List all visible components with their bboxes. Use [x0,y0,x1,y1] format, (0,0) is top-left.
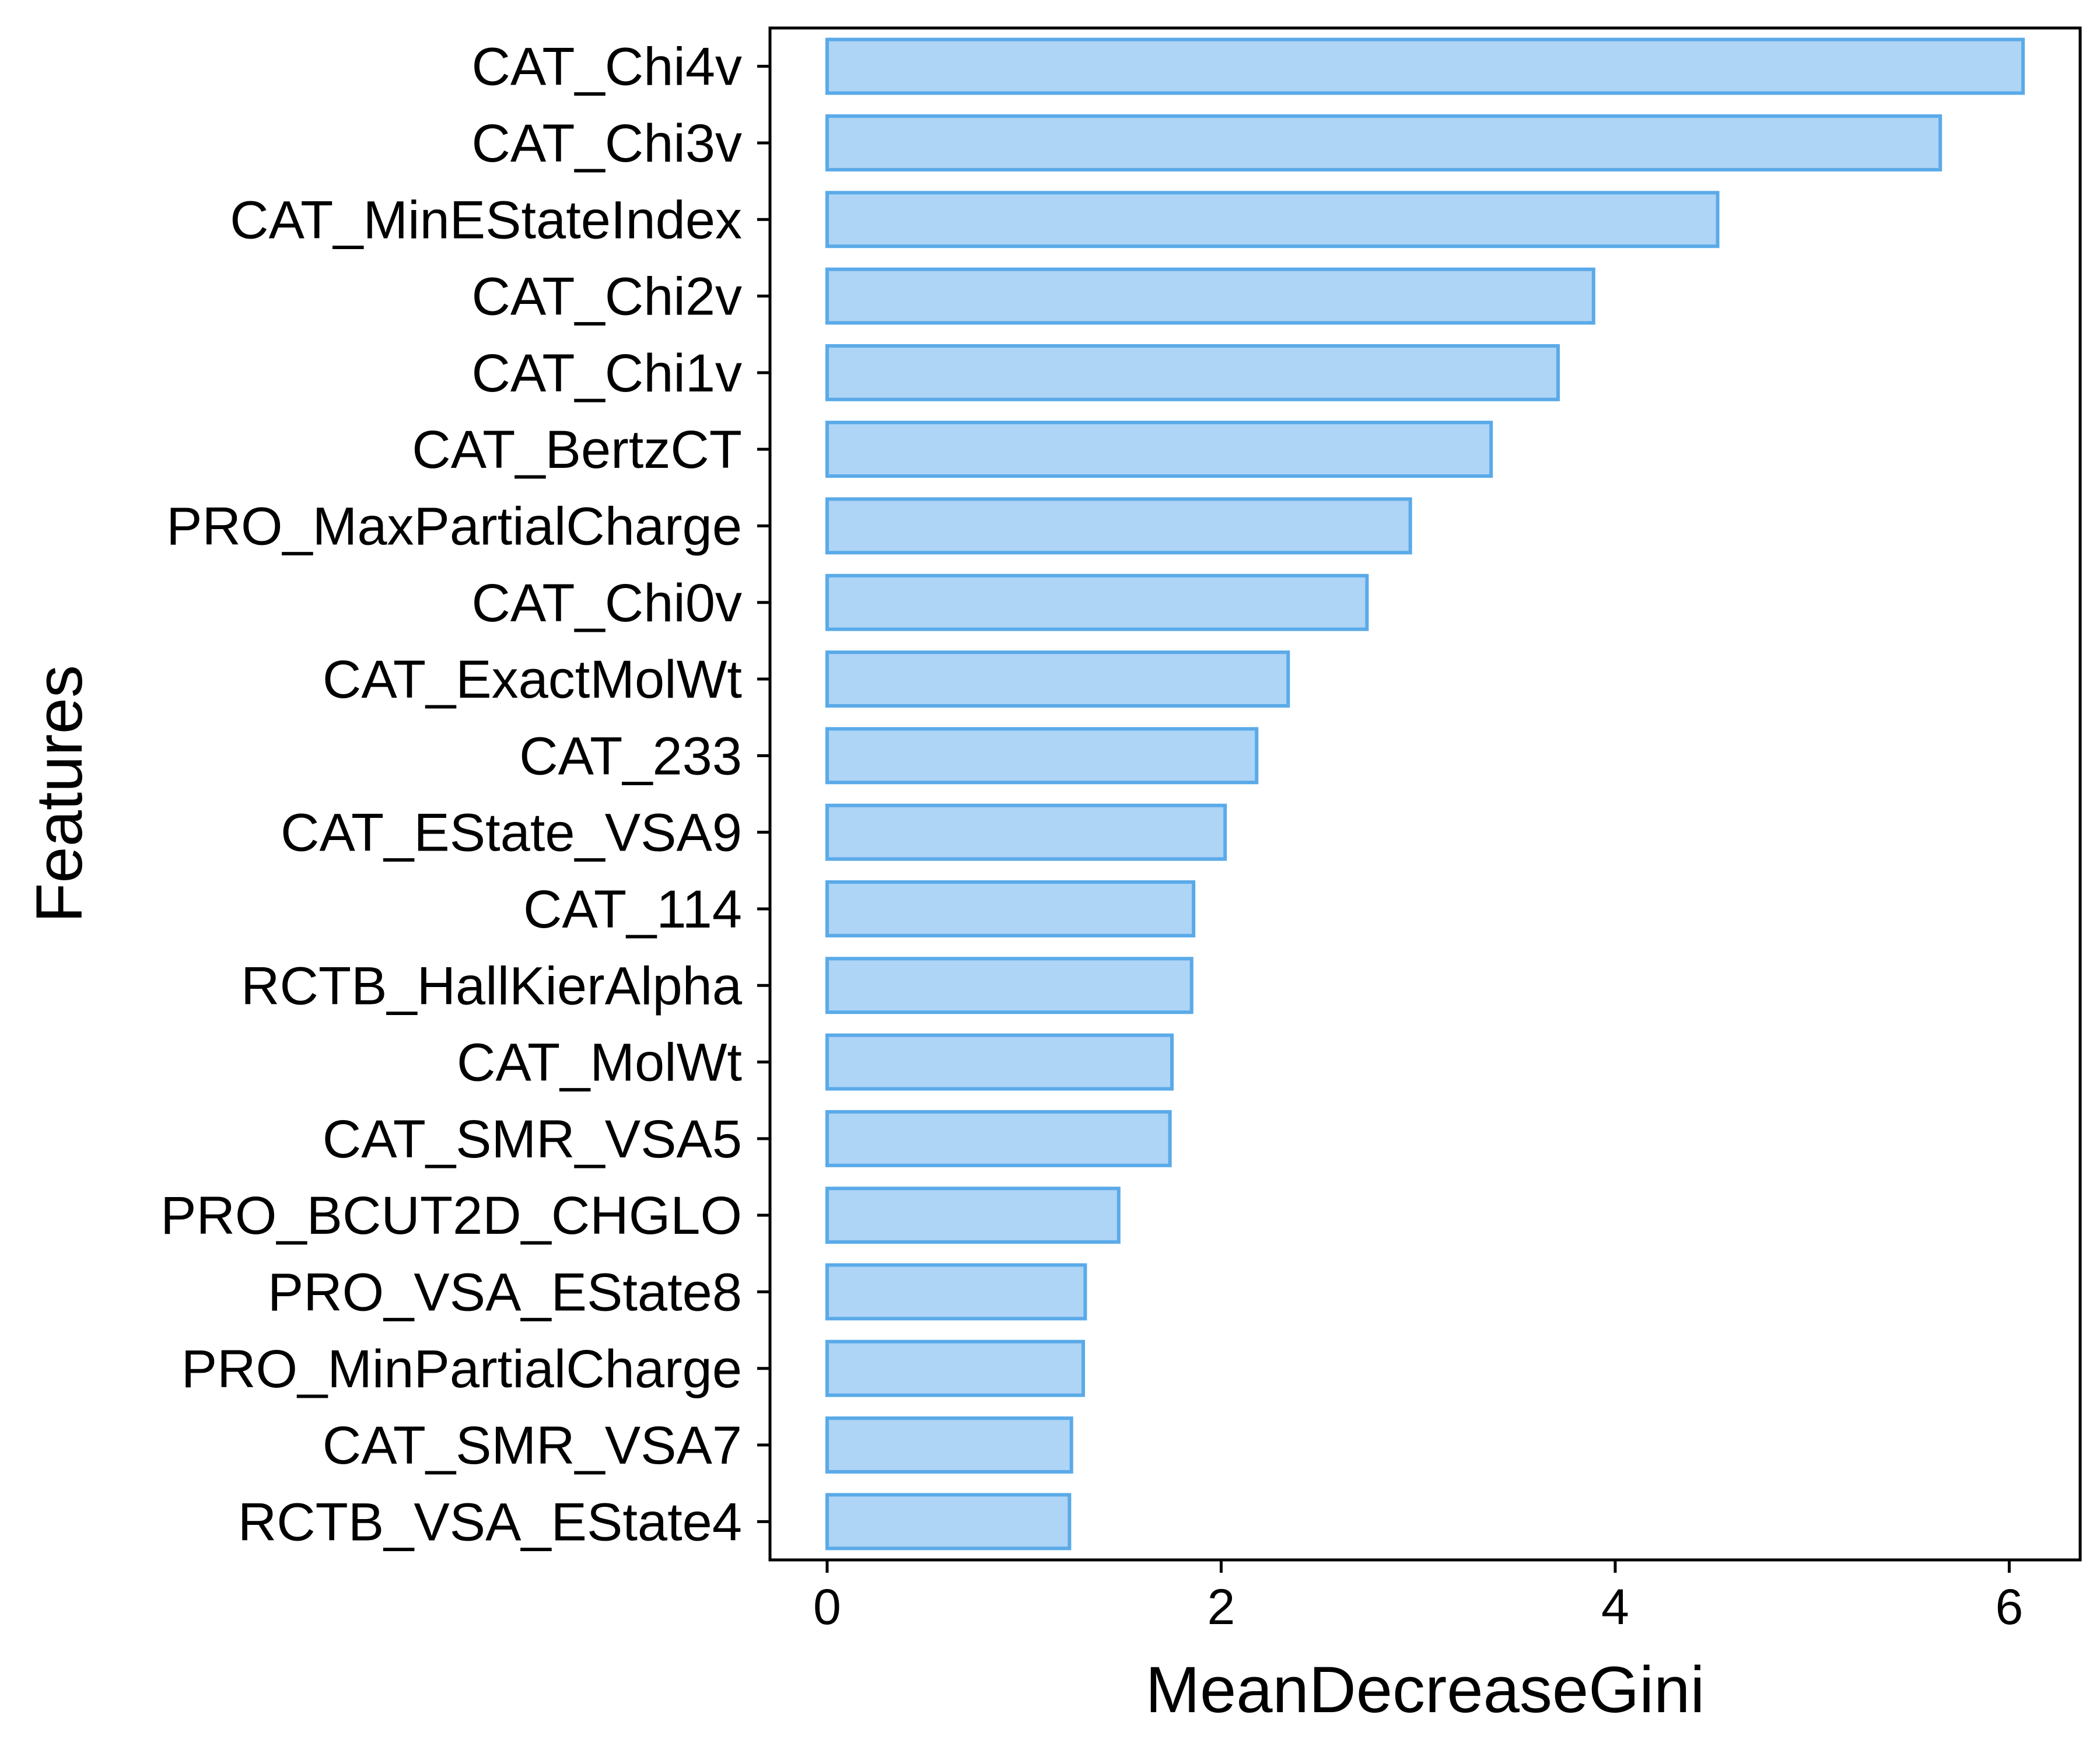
bar [825,497,1412,555]
bar [825,573,1369,631]
bar [825,37,2025,95]
y-tick-label: PRO_BCUT2D_CHGLO [160,1186,742,1245]
y-tick-label: CAT_BertzCT [412,420,742,480]
y-tick-label: CAT_MinEStateIndex [230,190,742,250]
y-tick-label: CAT_ExactMolWt [323,650,742,709]
bar [825,727,1259,785]
bar [825,650,1290,708]
x-tick-label: 2 [1208,1579,1236,1635]
x-axis-label: MeanDecreaseGini [1146,1653,1705,1726]
bar [825,1416,1073,1474]
bar [825,1110,1172,1167]
bar [825,191,1720,249]
y-tick-label: RCTB_HallKierAlpha [241,956,743,1016]
bar [825,957,1194,1014]
bar [825,267,1595,325]
y-tick-label: CAT_114 [523,880,742,939]
y-tick-label: CAT_Chi3v [471,114,742,173]
y-tick-label: CAT_233 [519,726,742,786]
x-tick-label: 0 [813,1579,841,1635]
y-tick-label: CAT_Chi1v [471,344,742,403]
x-tick-label: 6 [1995,1579,2023,1635]
bar [825,1033,1174,1091]
y-tick-label: PRO_MinPartialCharge [181,1339,742,1399]
bars-group [825,37,2025,1551]
bar [825,1187,1121,1244]
y-tick-label: CAT_SMR_VSA5 [323,1110,742,1169]
y-tick-label: PRO_MaxPartialCharge [166,496,742,556]
y-tick-label: CAT_Chi4v [471,37,742,97]
bar [825,880,1196,937]
bar [825,1493,1072,1551]
bar [825,1263,1087,1321]
bar [825,1339,1086,1397]
plot-frame [768,26,2082,1562]
y-tick-label: CAT_Chi2v [471,267,742,327]
y-tick-label: CAT_SMR_VSA7 [323,1416,742,1475]
y-tick-label: RCTB_VSA_EState4 [238,1492,742,1552]
x-ticks: 0 2 4 6 [813,1560,2023,1635]
bar [825,344,1560,401]
y-tick-label: CAT_EState_VSA9 [281,803,742,863]
y-tick-label: PRO_VSA_EState8 [268,1262,742,1322]
y-tick-label: CAT_MolWt [457,1033,742,1093]
y-axis-label: Features [23,665,96,923]
bar [825,803,1227,861]
x-tick-label: 4 [1601,1579,1629,1635]
bar [825,421,1493,478]
y-tick-label: CAT_Chi0v [471,573,742,633]
y-ticks: CAT_Chi4v CAT_Chi3v CAT_MinEStateIndex CAT_… [160,37,770,1552]
bar [825,114,1943,172]
